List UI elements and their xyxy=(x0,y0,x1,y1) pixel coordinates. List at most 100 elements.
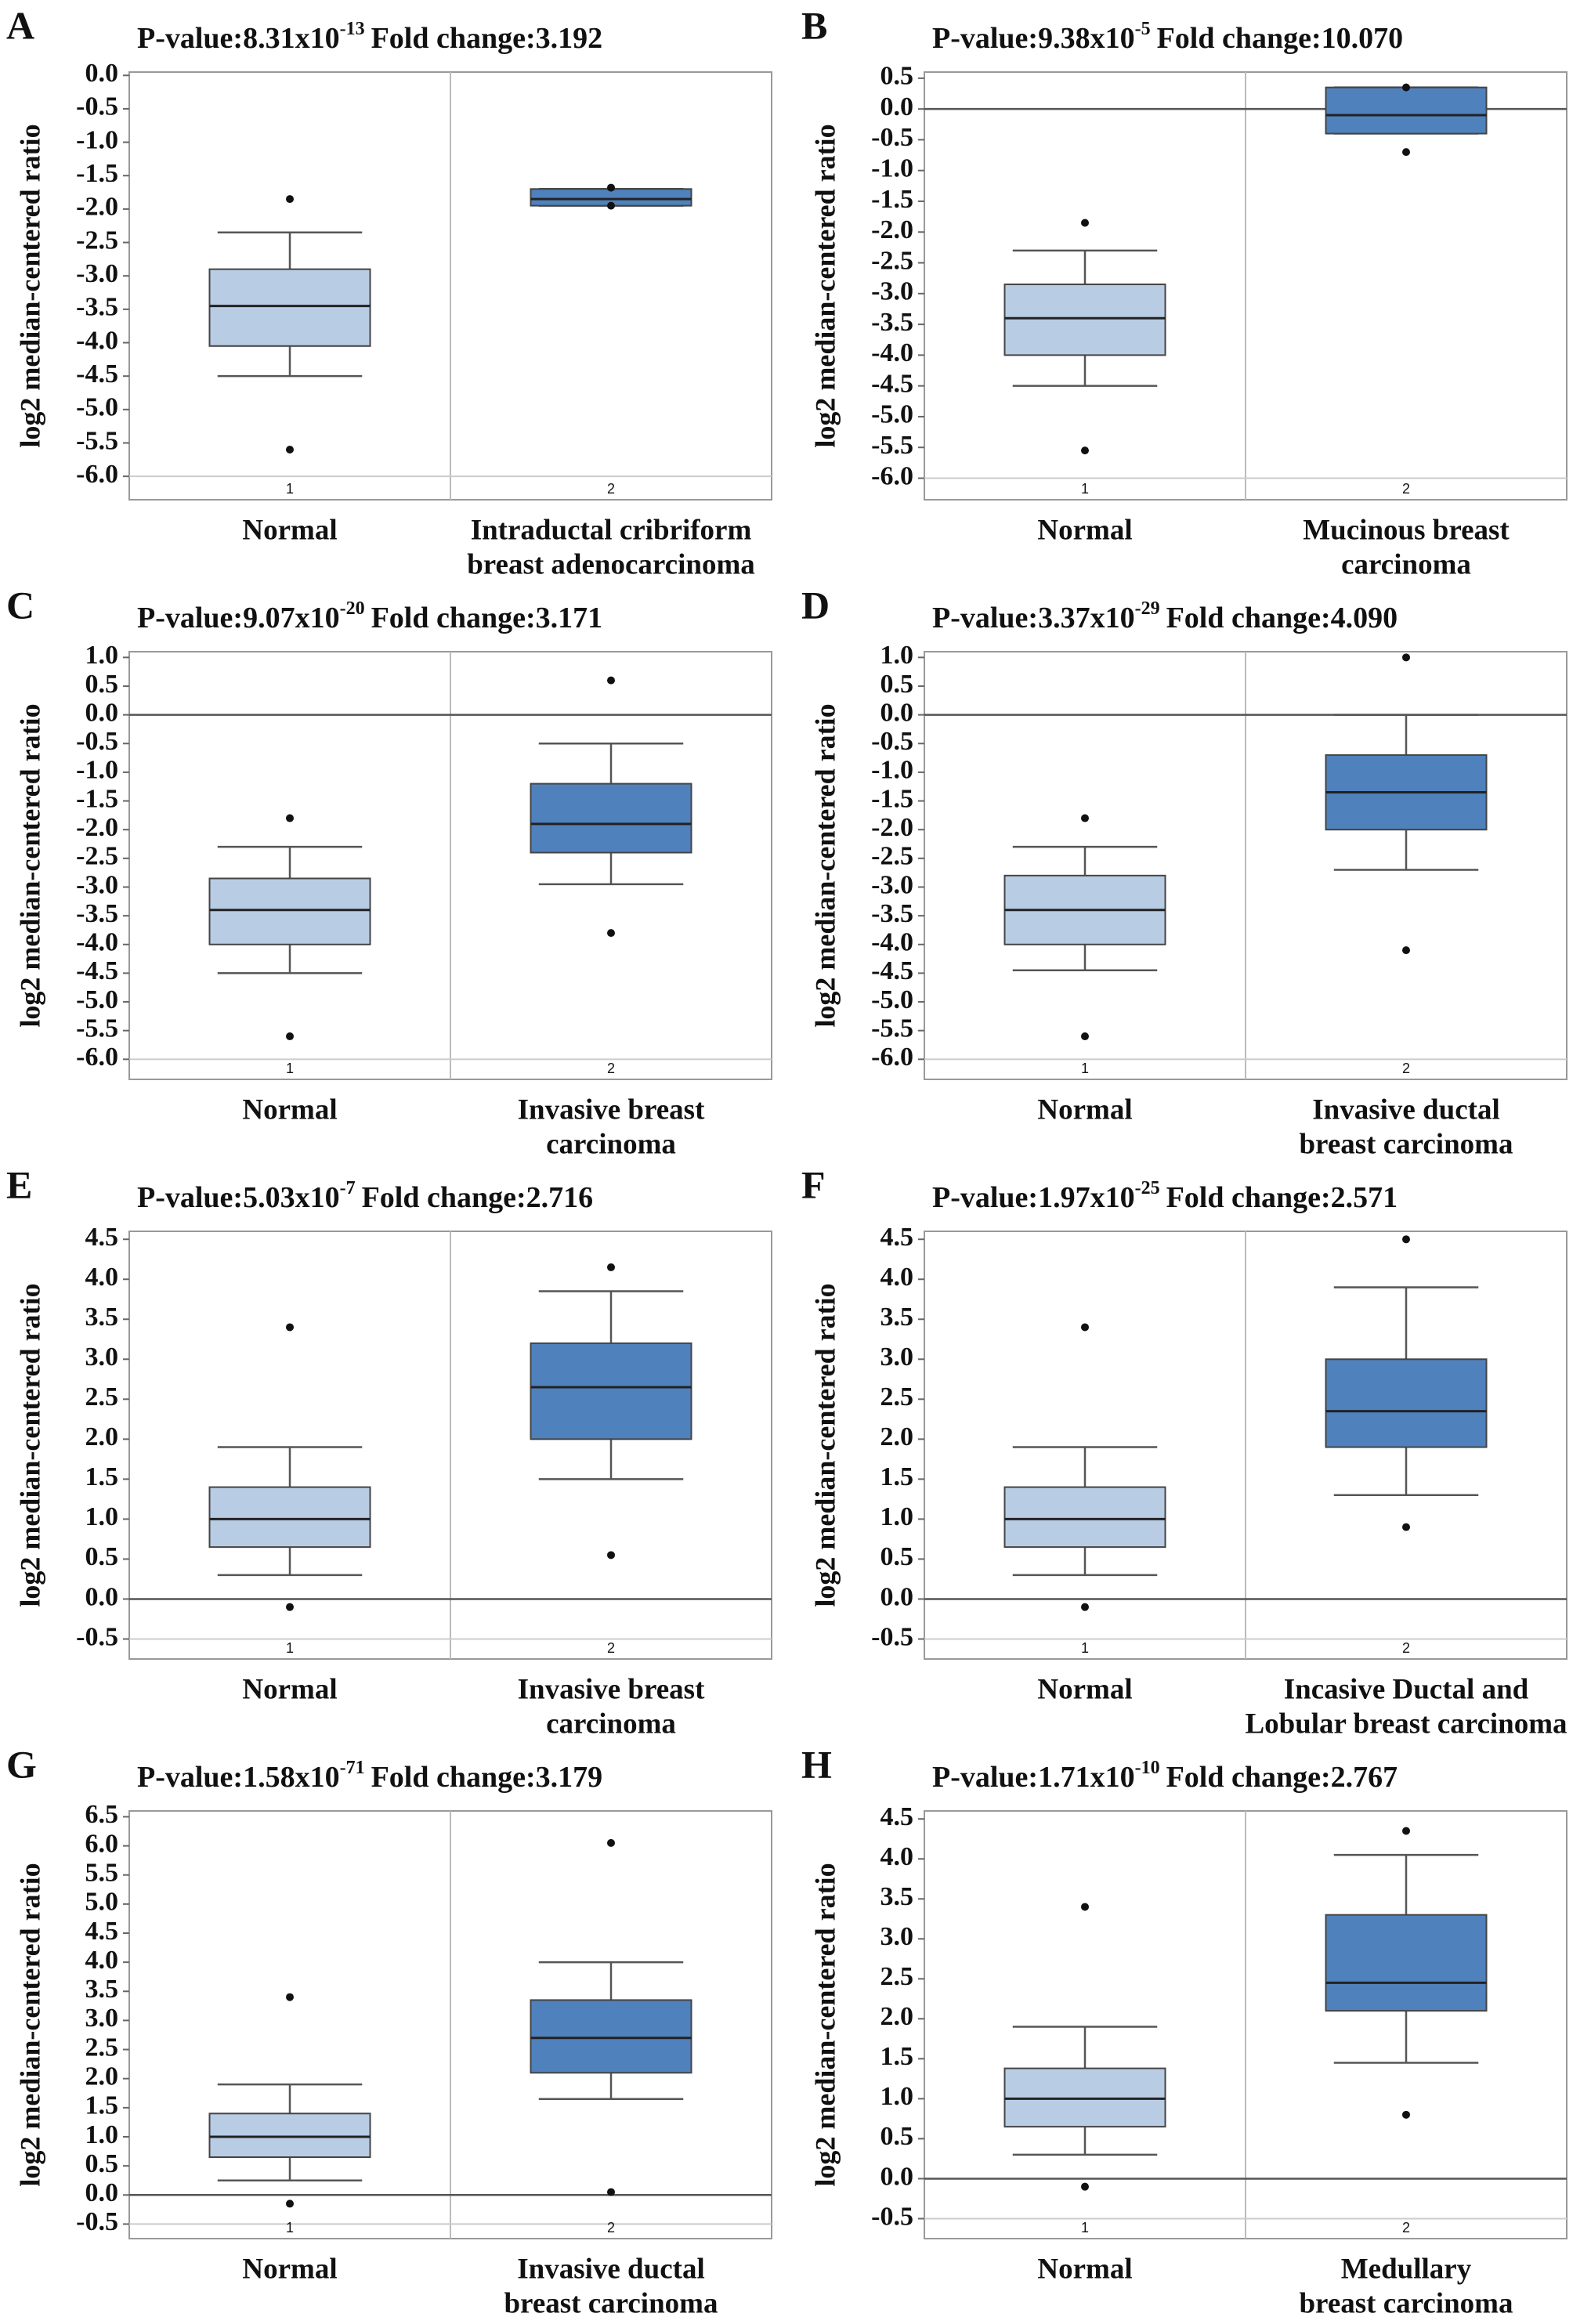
y-tick-label: 1.5 xyxy=(880,2042,914,2071)
category-label: Normal xyxy=(242,1673,337,1705)
outlier xyxy=(286,1032,294,1041)
y-tick-label: -5.0 xyxy=(871,985,913,1014)
category-label: Incasive Ductal and xyxy=(1284,1673,1529,1705)
box-number: 2 xyxy=(1402,1061,1410,1076)
panel-letter: D xyxy=(801,583,830,627)
category-label: Normal xyxy=(242,2253,337,2285)
y-tick-label: -3.5 xyxy=(76,899,118,928)
y-tick-label: -2.5 xyxy=(871,246,913,275)
category-label: Medullary xyxy=(1341,2253,1472,2285)
y-tick-label: 0.5 xyxy=(880,2122,914,2151)
y-tick-label: 0.5 xyxy=(880,670,914,699)
outlier xyxy=(607,676,615,685)
y-tick-label: -0.5 xyxy=(76,2207,118,2236)
y-tick-label: -0.5 xyxy=(76,727,118,756)
y-tick-label: 3.0 xyxy=(85,1343,119,1372)
y-tick-label: -1.0 xyxy=(76,125,118,154)
box xyxy=(1003,2067,1166,2128)
box-number: 1 xyxy=(286,481,294,497)
category-label: Invasive breast xyxy=(518,1673,705,1705)
box-number: 2 xyxy=(607,2220,615,2235)
box-number: 1 xyxy=(1081,481,1089,497)
category-label: Normal xyxy=(1037,1093,1132,1126)
panel-letter: F xyxy=(801,1162,826,1206)
category-label: Normal xyxy=(1037,2253,1132,2285)
category-label: Intraductal cribriform xyxy=(471,514,752,546)
outlier xyxy=(1081,446,1089,455)
box-number: 2 xyxy=(1402,481,1410,497)
outlier xyxy=(1081,1903,1089,1911)
fold-change: Fold change:2.571 xyxy=(1166,1181,1398,1214)
category-label: carcinoma xyxy=(1341,548,1471,580)
y-tick-label: -0.5 xyxy=(871,2202,913,2231)
outlier xyxy=(1402,83,1410,92)
outlier xyxy=(607,183,615,192)
y-tick-label: -2.0 xyxy=(871,215,913,244)
y-tick-label: -6.0 xyxy=(76,1043,118,1072)
box-number: 1 xyxy=(286,2220,294,2235)
box xyxy=(1325,86,1488,135)
box xyxy=(1325,1358,1488,1448)
y-tick-label: -5.5 xyxy=(871,431,913,460)
y-tick-label: -1.0 xyxy=(871,756,913,785)
y-tick-label: -6.0 xyxy=(871,1043,913,1072)
box xyxy=(530,1342,692,1440)
y-tick-label: 4.0 xyxy=(880,1842,914,1871)
p-value-exponent: -10 xyxy=(1135,1758,1160,1778)
y-tick-label: 0.0 xyxy=(880,1582,914,1611)
p-value: P-value:9.38x10 xyxy=(932,22,1135,55)
category-label: breast carcinoma xyxy=(1299,2287,1513,2319)
panel-letter: H xyxy=(801,1742,832,1786)
y-tick-label: 3.5 xyxy=(880,1882,914,1911)
y-tick-label: 1.0 xyxy=(880,641,914,670)
y-tick-label: 0.5 xyxy=(880,1542,914,1571)
panel: F P-value:1.97x10-25 Fold change:2.571 log2… xyxy=(801,1162,1567,1740)
fold-change: Fold change:2.716 xyxy=(362,1181,594,1214)
y-tick-label: 4.5 xyxy=(880,1223,914,1252)
fold-change: Fold change:3.179 xyxy=(371,1761,603,1794)
y-tick-label: 3.5 xyxy=(85,1303,119,1332)
outlier xyxy=(286,195,294,204)
y-tick-label: -1.0 xyxy=(76,756,118,785)
y-tick-label: -3.5 xyxy=(76,293,118,322)
y-tick-label: 1.5 xyxy=(880,1462,914,1491)
y-tick-label: 2.5 xyxy=(85,1382,119,1411)
outlier xyxy=(1081,219,1089,227)
y-tick-label: 1.0 xyxy=(880,1502,914,1531)
y-tick-label: 2.0 xyxy=(85,2062,119,2091)
y-tick-label: -6.0 xyxy=(76,460,118,489)
y-tick-label: -3.0 xyxy=(76,870,118,899)
y-tick-label: 0.0 xyxy=(880,2162,914,2191)
y-tick-label: -1.5 xyxy=(871,784,913,813)
category-label: Normal xyxy=(242,514,337,546)
panel: A P-value:8.31x10-13 Fold change:3.192 log2… xyxy=(6,3,772,580)
panel-letter: C xyxy=(6,583,34,627)
y-tick-label: -3.5 xyxy=(871,308,913,337)
y-tick-label: -5.0 xyxy=(871,400,913,429)
category-label: Normal xyxy=(1037,1673,1132,1705)
panel-letter: A xyxy=(6,3,34,47)
y-tick-label: -3.0 xyxy=(871,870,913,899)
category-label: breast adenocarcinoma xyxy=(467,548,755,580)
outlier xyxy=(1402,2110,1410,2119)
y-tick-label: -1.5 xyxy=(76,784,118,813)
y-tick-label: 0.5 xyxy=(85,670,119,699)
y-tick-label: 4.0 xyxy=(880,1263,914,1292)
box-number: 1 xyxy=(286,1640,294,1656)
box-number: 1 xyxy=(1081,1061,1089,1076)
y-tick-label: 2.0 xyxy=(85,1422,119,1451)
y-tick-label: 1.5 xyxy=(85,2091,119,2120)
panel: C P-value:9.07x10-20 Fold change:3.171 log2… xyxy=(6,583,772,1160)
y-tick-label: 6.0 xyxy=(85,1829,119,1858)
y-tick-label: 1.0 xyxy=(85,2120,119,2149)
box xyxy=(1003,284,1166,356)
y-tick-label: -5.0 xyxy=(76,985,118,1014)
y-tick-label: -0.5 xyxy=(76,1622,118,1651)
y-tick-label: -0.5 xyxy=(871,727,913,756)
y-axis-label: log2 median-centered ratio xyxy=(14,1863,45,2186)
fold-change: Fold change:3.192 xyxy=(371,22,603,55)
category-label: Normal xyxy=(1037,514,1132,546)
outlier xyxy=(286,1323,294,1332)
y-tick-label: 4.5 xyxy=(880,1802,914,1831)
category-label: carcinoma xyxy=(546,1708,676,1740)
